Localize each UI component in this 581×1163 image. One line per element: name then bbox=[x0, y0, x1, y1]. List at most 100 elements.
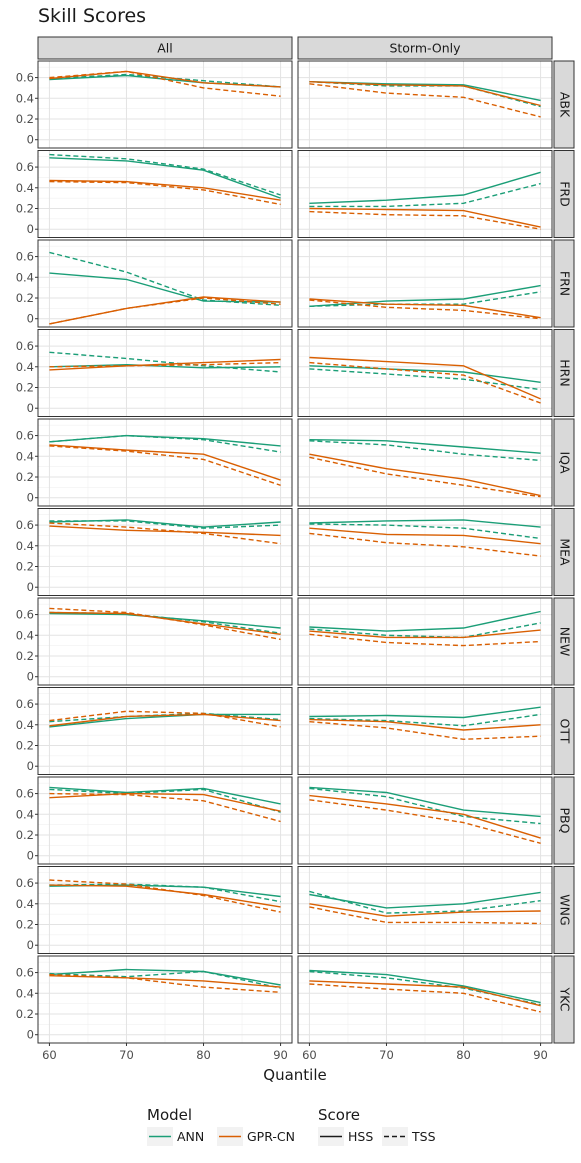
panel-frame bbox=[297, 239, 553, 328]
series-line-ann-tss bbox=[49, 434, 281, 453]
series-line-ann-tss bbox=[309, 440, 541, 462]
column-strip-0 bbox=[37, 36, 293, 60]
y-tick-label: 0.4 bbox=[16, 897, 34, 911]
series-line-gpr-cn-tss bbox=[309, 906, 541, 925]
row-strip-FRN bbox=[553, 239, 575, 328]
series-line-gpr-cn-hss bbox=[309, 356, 541, 400]
row-strip-label: WNG bbox=[558, 894, 573, 925]
panel-HRN-All bbox=[37, 329, 293, 417]
panel-FRN-Storm-Only bbox=[297, 239, 553, 328]
y-tick-label: 0.2 bbox=[16, 560, 34, 574]
series-line-ann-tss bbox=[309, 713, 541, 727]
y-tick-label: 0 bbox=[27, 759, 34, 773]
series-line-ann-tss bbox=[309, 622, 541, 639]
series-line-gpr-cn-tss bbox=[309, 532, 541, 557]
row-strip-label: MEA bbox=[558, 538, 573, 566]
legend-label-model: ANN bbox=[177, 1129, 204, 1144]
y-tick-label: 0.4 bbox=[16, 986, 34, 1000]
series-line-ann-hss bbox=[309, 519, 541, 528]
panel-HRN-Storm-Only bbox=[297, 329, 553, 417]
x-tick-label: 70 bbox=[119, 1048, 134, 1062]
legend-label-score: HSS bbox=[348, 1129, 373, 1144]
y-tick-label: 0.2 bbox=[16, 291, 34, 305]
series-line-gpr-cn-hss bbox=[49, 525, 281, 537]
series-line-ann-hss bbox=[309, 786, 541, 818]
panel-WNG-Storm-Only bbox=[297, 866, 553, 954]
series-line-gpr-cn-tss bbox=[309, 721, 541, 741]
panel-ABK-Storm-Only bbox=[297, 60, 553, 149]
series-line-gpr-cn-hss bbox=[309, 207, 541, 228]
series-line-gpr-cn-hss bbox=[49, 296, 281, 325]
series-line-gpr-cn-hss bbox=[49, 444, 281, 481]
series-line-ann-tss bbox=[49, 351, 281, 373]
y-tick-label: 0.6 bbox=[16, 429, 34, 443]
y-tick-label: 0.2 bbox=[16, 828, 34, 842]
series-line-gpr-cn-tss bbox=[49, 180, 281, 206]
y-tick-label: 0.6 bbox=[16, 608, 34, 622]
row-strip-YKC bbox=[553, 955, 575, 1044]
panel-frame bbox=[37, 776, 293, 865]
y-tick-label: 0 bbox=[27, 133, 34, 147]
series-line-gpr-cn-tss bbox=[49, 792, 281, 823]
y-tick-label: 0.2 bbox=[16, 1007, 34, 1021]
panel-frame bbox=[37, 687, 293, 775]
panel-PBQ-Storm-Only bbox=[297, 776, 553, 865]
y-tick-label: 0 bbox=[27, 580, 34, 594]
x-axis-title-group: Quantile bbox=[263, 1066, 326, 1084]
y-tick-label: 0.4 bbox=[16, 181, 34, 195]
x-tick-label: 70 bbox=[379, 1048, 394, 1062]
series-line-ann-hss bbox=[309, 891, 541, 909]
y-tick-label: 0 bbox=[27, 491, 34, 505]
panel-PBQ-All bbox=[37, 776, 293, 865]
x-tick-label: 60 bbox=[42, 1048, 57, 1062]
panel-frame bbox=[297, 776, 553, 865]
panel-frame bbox=[37, 329, 293, 417]
series-line-gpr-cn-tss bbox=[309, 83, 541, 118]
series-line-gpr-cn-hss bbox=[49, 792, 281, 812]
x-tick-label: 80 bbox=[456, 1048, 471, 1062]
row-strip-label: FRD bbox=[558, 181, 573, 207]
y-tick-label: 0.2 bbox=[16, 739, 34, 753]
series-line-gpr-cn-hss bbox=[49, 358, 281, 371]
panel-MEA-All bbox=[37, 508, 293, 596]
series-line-gpr-cn-hss bbox=[309, 453, 541, 497]
series-line-ann-hss bbox=[49, 786, 281, 805]
y-tick-label: 0 bbox=[27, 312, 34, 326]
series-line-gpr-cn-hss bbox=[49, 179, 281, 201]
row-strip-label: HRN bbox=[558, 359, 573, 386]
row-strip-label: OTT bbox=[558, 719, 573, 744]
y-tick-label: 0.6 bbox=[16, 697, 34, 711]
y-tick-label: 0.4 bbox=[16, 449, 34, 463]
chart-title: Skill Scores bbox=[38, 5, 146, 27]
series-line-gpr-cn-tss bbox=[309, 361, 541, 404]
panel-WNG-All bbox=[37, 866, 293, 954]
row-strip-ABK bbox=[553, 60, 575, 149]
panel-frame bbox=[37, 597, 293, 686]
row-strip-FRD bbox=[553, 150, 575, 238]
panel-NEW-Storm-Only bbox=[297, 597, 553, 686]
series-line-gpr-cn-tss bbox=[49, 522, 281, 545]
y-tick-label: 0 bbox=[27, 849, 34, 863]
series-line-ann-tss bbox=[49, 970, 281, 989]
y-tick-label: 0.6 bbox=[16, 160, 34, 174]
series-line-ann-hss bbox=[309, 439, 541, 454]
x-tick-label: 90 bbox=[533, 1048, 548, 1062]
y-tick-label: 0.2 bbox=[16, 202, 34, 216]
y-tick-label: 0.6 bbox=[16, 71, 34, 85]
series-line-gpr-cn-tss bbox=[309, 799, 541, 844]
panel-FRN-All bbox=[37, 239, 293, 328]
series-line-ann-tss bbox=[49, 251, 281, 306]
y-tick-label: 0.6 bbox=[16, 787, 34, 801]
panel-OTT-Storm-Only bbox=[297, 687, 553, 775]
series-line-ann-tss bbox=[309, 523, 541, 540]
series-line-ann-hss bbox=[309, 284, 541, 307]
series-line-ann-hss bbox=[49, 519, 281, 528]
panel-frame bbox=[37, 239, 293, 328]
y-tick-label: 0 bbox=[27, 1028, 34, 1042]
series-line-ann-tss bbox=[49, 611, 281, 634]
panel-IQA-Storm-Only bbox=[297, 418, 553, 507]
legend-label-model: GPR-CN bbox=[247, 1129, 295, 1144]
y-tick-label: 0.2 bbox=[16, 112, 34, 126]
x-tick-label: 90 bbox=[273, 1048, 288, 1062]
